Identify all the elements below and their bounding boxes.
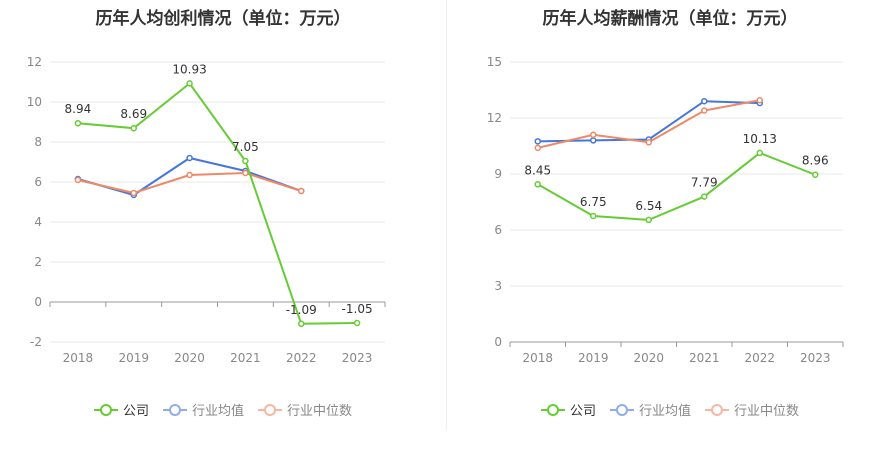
profit-company-point [130,124,137,132]
salary-legend-item-industry-mean[interactable]: 行业均值 [609,400,691,419]
salary-y-tick-label: 9 [494,167,502,181]
profit-x-tick-label: 2020 [174,351,205,365]
profit-chart-title: 历年人均创利情况（单位：万元） [95,9,351,29]
profit-company-data-label: 7.05 [232,140,259,154]
salary-company-point [701,193,708,200]
salary-company-point [812,171,819,178]
salary-y-tick-label: 0 [494,335,502,349]
salary-legend-label-company: 公司 [569,404,596,419]
profit-legend-label-industry-median: 行业中位数 [287,404,353,419]
salary-chart-title: 历年人均薪酬情况（单位：万元） [542,9,798,29]
salary-x-tick-label: 2018 [522,351,553,365]
profit-industry-median-point [186,171,193,179]
salary-company-data-label: 10.13 [743,132,777,146]
profit-x-tick-label: 2021 [230,351,261,365]
profit-y-tick-label: -2 [30,335,42,349]
profit-company-data-label: 8.69 [120,107,147,121]
salary-x-tick-label: 2022 [744,351,775,365]
salary-industry-median-point [590,131,597,139]
profit-y-tick-label: 8 [34,135,42,149]
profit-legend-swatch-industry-median [258,403,282,416]
profit-company-data-label: 8.94 [65,102,92,116]
profit-industry-median-point [298,187,305,195]
profit-legend-swatch-company [93,403,118,416]
salary-industry-median-point [701,107,708,114]
salary-company-point [756,149,763,157]
profit-legend-item-industry-mean[interactable]: 行业均值 [162,400,244,419]
profit-company-data-label: 10.93 [172,62,206,76]
profit-legend-swatch-industry-mean [162,403,187,416]
profit-company-point [186,80,193,87]
profit-legend-item-industry-median[interactable]: 行业中位数 [258,400,352,419]
salary-company-data-label: 6.54 [635,199,662,213]
salary-legend-item-company[interactable]: 公司 [540,400,596,419]
salary-legend-item-industry-median[interactable]: 行业中位数 [705,400,799,419]
profit-chart-panel: 历年人均创利情况（单位：万元） -2 0 2 4 6 8 10 12 2018 2019 2020 2… [0,0,446,458]
salary-company-data-label: 7.79 [691,176,718,190]
profit-x-tick-label: 2022 [286,351,317,365]
profit-legend-item-company[interactable]: 公司 [93,400,149,419]
salary-y-tick-label: 6 [494,223,502,237]
profit-x-tick-label: 2018 [63,351,94,365]
profit-chart-legend: 公司 行业均值 行业中位数 [0,400,446,419]
salary-company-data-label: 8.96 [802,154,829,168]
profit-company-point [242,157,249,165]
profit-chart-plot: -2 0 2 4 6 8 10 12 2018 2019 2020 2021 2022 2023 8.94 8… [27,55,386,365]
panel-divider [446,0,447,430]
profit-legend-label-company: 公司 [122,404,149,419]
salary-y-tick-label: 12 [487,111,502,125]
salary-chart-legend: 公司 行业均值 行业中位数 [447,400,893,419]
salary-industry-median-point [756,97,763,104]
salary-company-point [534,181,541,188]
salary-industry-median-point [645,139,652,146]
profit-y-tick-label: 12 [27,55,42,69]
salary-x-tick-label: 2023 [800,351,831,365]
profit-industry-median-point [74,176,82,184]
profit-y-tick-label: 10 [27,95,42,109]
profit-company-point [353,319,361,327]
profit-y-tick-label: 6 [34,175,42,189]
salary-company-data-label: 8.45 [524,163,551,177]
salary-company-line [537,151,816,221]
profit-y-tick-label: 2 [34,255,42,269]
profit-company-line [77,81,358,325]
salary-industry-mean-point [590,137,597,144]
profit-company-data-label: -1.05 [342,302,373,316]
profit-company-point [74,119,82,127]
profit-industry-median-point [130,189,137,197]
salary-chart-plot: 0 3 6 9 12 15 2018 2019 2020 2021 2022 2023 8.45 6.75… [487,55,844,365]
salary-x-tick-label: 2020 [633,351,664,365]
salary-company-point [645,216,652,224]
profit-industry-median-point [242,169,249,177]
salary-legend-swatch-industry-mean [609,403,634,416]
salary-industry-mean-point [701,97,708,105]
profit-x-tick-label: 2023 [342,351,373,365]
salary-legend-swatch-industry-median [705,403,729,416]
salary-y-tick-label: 3 [494,279,502,293]
salary-y-tick-label: 15 [487,55,502,69]
salary-company-data-label: 6.75 [580,195,607,209]
salary-x-tick-label: 2019 [578,351,609,365]
salary-industry-mean-point [534,138,541,145]
profit-y-tick-label: 4 [34,215,42,229]
profit-company-data-label: -1.09 [286,303,317,317]
profit-company-point [298,320,305,328]
profit-industry-mean-point [186,154,193,162]
salary-industry-median-point [534,144,541,152]
profit-y-tick-label: 0 [34,295,42,309]
salary-legend-label-industry-mean: 行业均值 [638,404,691,419]
profit-legend-label-industry-mean: 行业均值 [191,404,244,419]
profit-x-tick-label: 2019 [118,351,149,365]
salary-legend-label-industry-median: 行业中位数 [734,404,800,419]
salary-legend-swatch-company [540,403,565,416]
salary-chart-panel: 历年人均薪酬情况（单位：万元） 0 3 6 9 12 15 2018 2019 2020 2021… [447,0,893,458]
salary-x-tick-label: 2021 [689,351,720,365]
salary-company-point [590,212,597,220]
